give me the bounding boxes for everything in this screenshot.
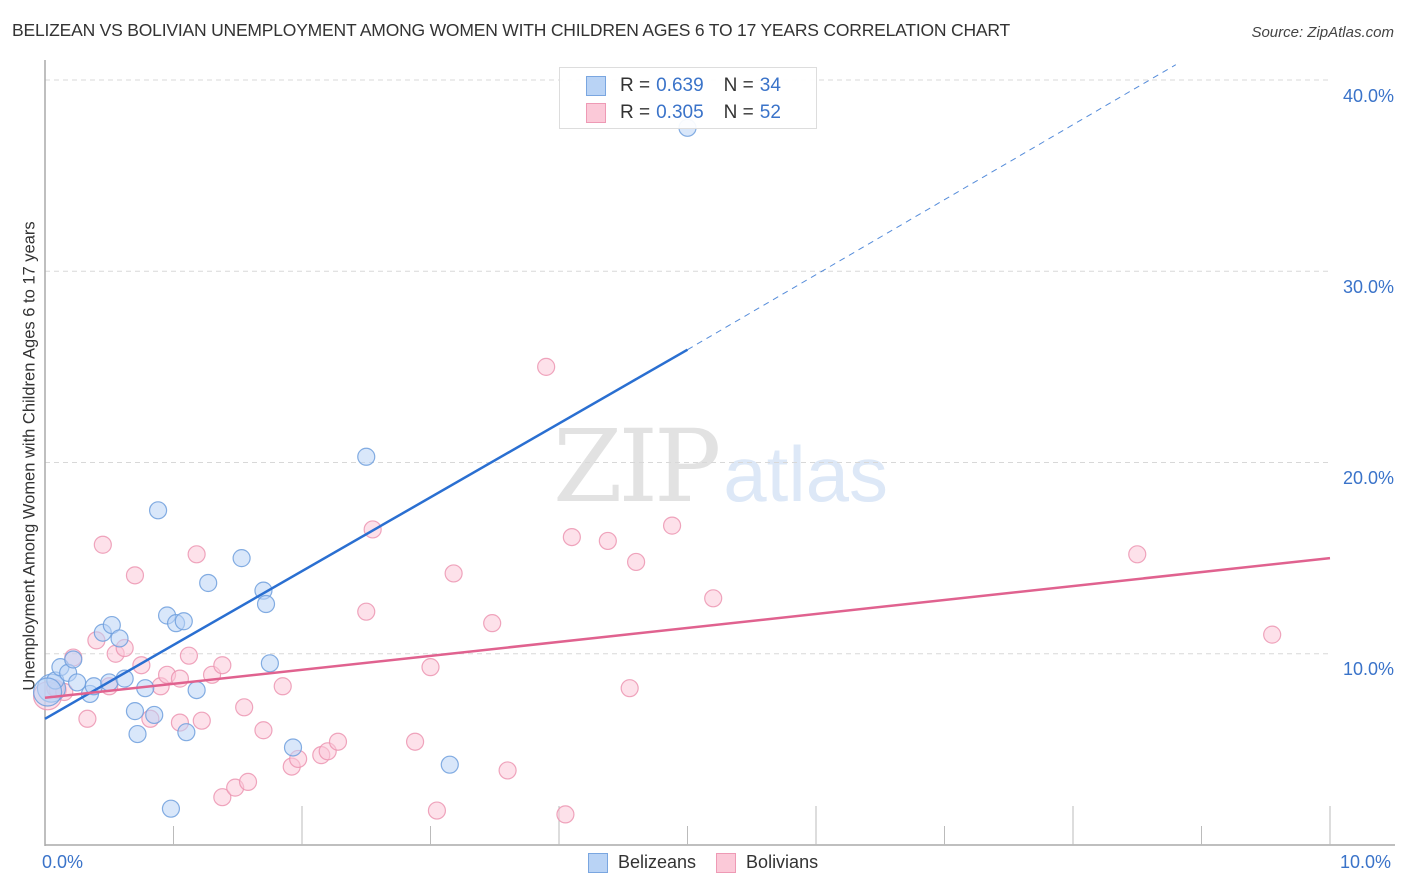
n-value: 52 bbox=[759, 102, 781, 123]
bolivian-data-point bbox=[421, 658, 440, 677]
bolivian-data-point bbox=[662, 516, 682, 535]
bolivian-data-point bbox=[537, 357, 556, 376]
belizeans-swatch-icon bbox=[588, 852, 608, 873]
n-label: N = bbox=[723, 75, 754, 96]
bolivian-data-point bbox=[328, 732, 348, 751]
belizean-data-point bbox=[256, 594, 276, 614]
belizean-data-point bbox=[174, 612, 193, 631]
bolivian-data-point bbox=[235, 698, 254, 717]
belizean-data-point bbox=[148, 501, 168, 520]
r-value: 0.305 bbox=[656, 102, 704, 123]
belizean-trendline bbox=[44, 348, 689, 720]
bolivian-data-point bbox=[187, 545, 206, 564]
y-tick-10: 10.0% bbox=[1342, 659, 1394, 679]
series-legend: Belizeans Bolivians bbox=[588, 852, 838, 873]
bolivian-data-point bbox=[179, 646, 199, 665]
x-tick-10: 10.0% bbox=[1340, 852, 1392, 872]
watermark-zip: ZIP bbox=[553, 408, 721, 525]
bolivian-data-point bbox=[598, 531, 617, 551]
bolivian-data-point bbox=[562, 527, 581, 547]
bolivian-data-point bbox=[238, 772, 258, 791]
bolivian-data-point bbox=[93, 535, 112, 554]
correlation-legend: R = 0.639 N = 34 R = 0.305 N = 52 bbox=[559, 67, 817, 129]
bolivian-data-point bbox=[125, 566, 145, 585]
belizean-data-point bbox=[32, 677, 63, 707]
belizean-data-point bbox=[199, 573, 218, 593]
bolivian-data-point bbox=[444, 564, 463, 583]
legend-label-bolivians: Bolivians bbox=[746, 852, 819, 872]
belizean-data-point bbox=[187, 680, 206, 700]
n-value: 34 bbox=[759, 75, 781, 96]
belizean-data-point bbox=[102, 615, 121, 635]
belizeans-swatch-icon bbox=[586, 76, 606, 96]
belizean-data-point bbox=[440, 755, 459, 774]
bolivian-data-point bbox=[704, 589, 723, 608]
y-tick-20: 20.0% bbox=[1342, 468, 1394, 488]
bolivian-data-point bbox=[427, 801, 447, 820]
r-label: R = bbox=[620, 102, 651, 123]
bolivian-data-point bbox=[213, 656, 232, 675]
r-value: 0.639 bbox=[656, 75, 704, 96]
bolivian-data-point bbox=[357, 602, 376, 621]
bolivian-data-point bbox=[620, 679, 639, 698]
belizean-data-point bbox=[110, 629, 129, 648]
r-label: R = bbox=[620, 75, 651, 96]
bolivian-data-point bbox=[556, 805, 575, 824]
watermark-atlas: atlas bbox=[723, 430, 889, 518]
bolivian-data-point bbox=[1128, 545, 1147, 564]
legend-item-belizeans[interactable]: Belizeans bbox=[588, 852, 696, 873]
n-label: N = bbox=[723, 102, 754, 123]
belizean-data-point bbox=[64, 650, 83, 669]
bolivian-data-point bbox=[626, 552, 646, 572]
bolivians-swatch-icon bbox=[716, 852, 737, 873]
legend-row-bolivians: R = 0.305 N = 52 bbox=[586, 101, 781, 125]
bolivian-data-point bbox=[405, 732, 425, 751]
y-tick-40: 40.0% bbox=[1342, 86, 1394, 106]
watermark: ZIPatlas bbox=[553, 408, 888, 525]
bolivian-data-point bbox=[498, 761, 517, 780]
belizean-data-point bbox=[145, 705, 164, 725]
chart-title: BELIZEAN VS BOLIVIAN UNEMPLOYMENT AMONG … bbox=[12, 20, 1010, 40]
bolivian-data-point bbox=[192, 711, 211, 730]
bolivian-data-point bbox=[1263, 625, 1282, 644]
legend-item-bolivians[interactable]: Bolivians bbox=[716, 852, 818, 873]
bolivian-data-point bbox=[483, 614, 502, 633]
belizean-data-point bbox=[177, 723, 196, 742]
y-tick-30: 30.0% bbox=[1342, 277, 1394, 297]
legend-label-belizeans: Belizeans bbox=[618, 852, 697, 872]
x-tick-0: 0.0% bbox=[42, 852, 84, 872]
bolivian-data-point bbox=[254, 721, 273, 740]
belizean-data-point bbox=[232, 549, 251, 568]
belizean-data-point bbox=[260, 654, 279, 673]
bolivian-data-point bbox=[273, 677, 292, 696]
source-label: Source: ZipAtlas.com bbox=[1251, 24, 1394, 41]
belizean-data-point bbox=[128, 724, 147, 744]
legend-row-belizeans: R = 0.639 N = 34 bbox=[586, 74, 781, 98]
bolivians-swatch-icon bbox=[586, 103, 606, 123]
bolivian-data-point bbox=[213, 788, 232, 807]
belizean-data-point bbox=[283, 738, 303, 757]
bolivian-trendline bbox=[44, 556, 1331, 699]
bolivian-data-point bbox=[78, 709, 97, 728]
belizean-data-point bbox=[161, 799, 181, 818]
belizean-data-point bbox=[357, 447, 376, 466]
belizean-data-point bbox=[125, 702, 145, 721]
